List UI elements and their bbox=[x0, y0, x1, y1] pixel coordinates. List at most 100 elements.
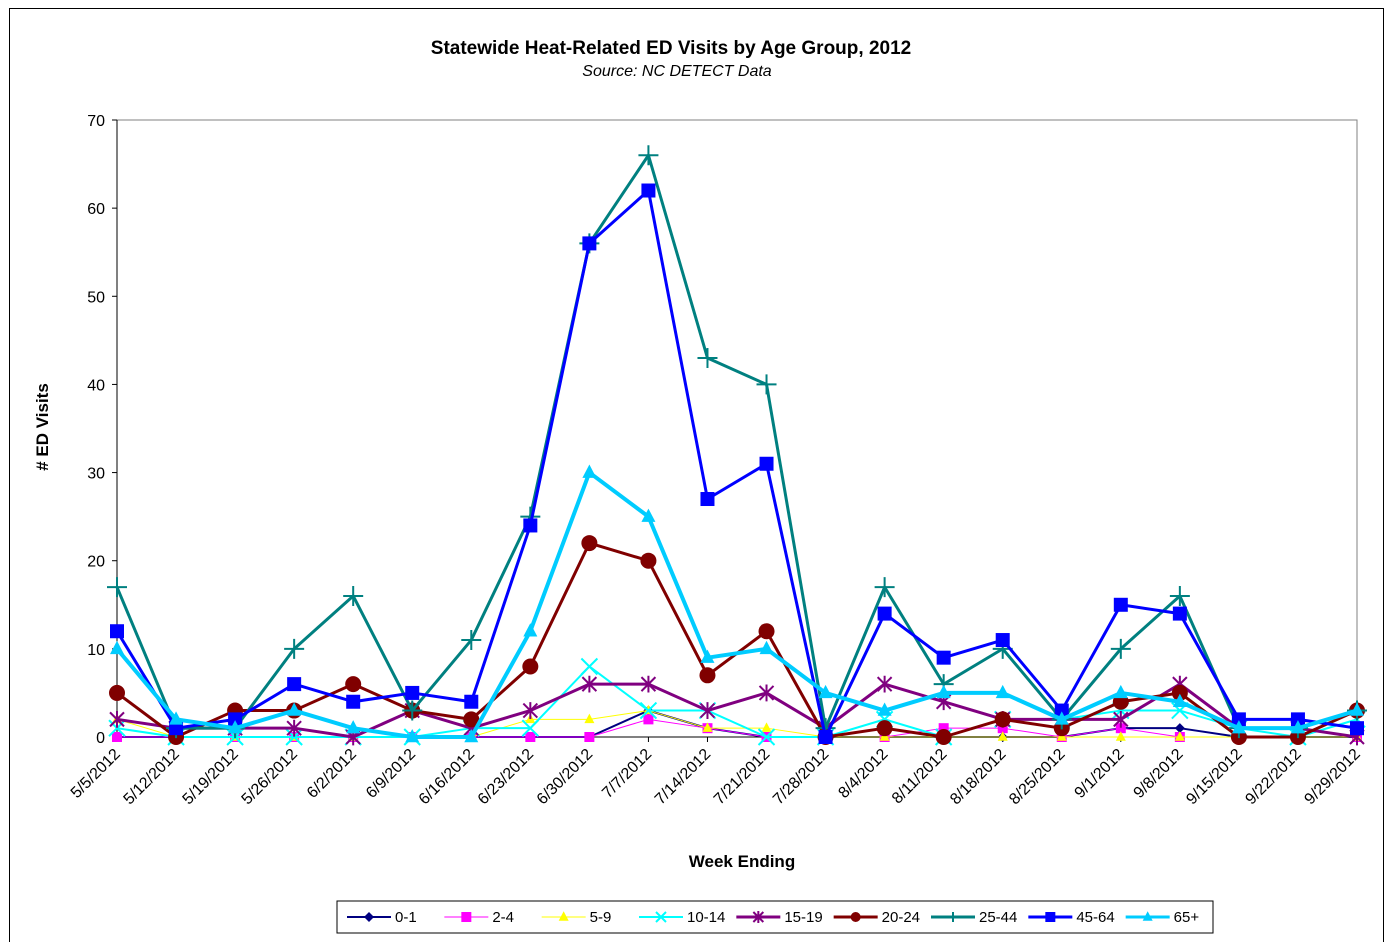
x-tick-label: 8/4/2012 bbox=[835, 746, 891, 802]
data-point bbox=[700, 492, 715, 507]
x-tick-label: 6/16/2012 bbox=[416, 746, 478, 808]
data-point bbox=[1290, 720, 1305, 734]
legend-marker bbox=[558, 911, 569, 921]
data-point bbox=[1115, 731, 1126, 741]
y-axis-label: # ED Visits bbox=[33, 383, 52, 471]
data-point bbox=[581, 675, 598, 693]
data-point bbox=[757, 728, 776, 746]
legend-marker bbox=[752, 911, 765, 923]
legend-label: 10-14 bbox=[687, 909, 725, 926]
data-point bbox=[581, 535, 598, 552]
y-tick-label: 30 bbox=[87, 466, 105, 483]
data-point bbox=[699, 702, 716, 719]
data-point bbox=[761, 722, 772, 732]
y-tick-label: 60 bbox=[87, 201, 105, 218]
data-point bbox=[1174, 723, 1185, 734]
series-45-64 bbox=[110, 183, 1364, 744]
y-tick-label: 70 bbox=[87, 113, 105, 130]
x-tick-label: 7/7/2012 bbox=[599, 746, 655, 802]
legend-marker bbox=[461, 912, 472, 922]
data-point bbox=[640, 552, 657, 569]
x-tick-label: 8/25/2012 bbox=[1006, 746, 1068, 808]
x-tick-label: 6/9/2012 bbox=[363, 746, 419, 802]
data-point bbox=[461, 630, 482, 651]
y-tick-label: 0 bbox=[96, 730, 105, 747]
x-tick-label: 5/5/2012 bbox=[68, 746, 124, 802]
data-point bbox=[110, 640, 124, 655]
x-tick-label: 6/2/2012 bbox=[304, 746, 360, 802]
data-point bbox=[286, 719, 302, 737]
x-tick-label: 5/19/2012 bbox=[180, 746, 242, 808]
x-tick-label: 9/8/2012 bbox=[1131, 746, 1187, 802]
legend-marker bbox=[364, 912, 374, 922]
data-point bbox=[638, 145, 659, 166]
data-point bbox=[287, 677, 302, 692]
data-point bbox=[285, 728, 303, 746]
legend: 0-1 2-4 5-9 10-14 15-19 20-24 25-44 45-64 65+ bbox=[336, 900, 1214, 934]
series-line bbox=[115, 153, 1358, 730]
data-point bbox=[643, 714, 654, 725]
legend-item: 20-24 bbox=[833, 909, 920, 926]
x-tick-label: 9/22/2012 bbox=[1242, 746, 1304, 808]
data-point bbox=[521, 719, 540, 737]
legend-marker bbox=[1045, 912, 1056, 922]
x-tick-label: 7/28/2012 bbox=[770, 746, 832, 808]
data-point bbox=[522, 658, 539, 675]
plot-area: 0 10 20 30 40 50 60 70 5/5/20125/12/20125/19/201… bbox=[68, 113, 1367, 808]
data-point bbox=[228, 720, 243, 734]
y-tick-label: 40 bbox=[87, 377, 105, 394]
data-point bbox=[759, 640, 774, 655]
series-line bbox=[116, 682, 1358, 739]
data-point bbox=[523, 518, 538, 533]
data-point bbox=[582, 236, 597, 251]
data-point bbox=[997, 731, 1008, 741]
data-point bbox=[935, 729, 952, 745]
data-point bbox=[1350, 702, 1364, 716]
data-point bbox=[936, 684, 951, 699]
data-point bbox=[877, 606, 892, 621]
series-25-44 bbox=[107, 145, 1367, 739]
data-point bbox=[877, 702, 892, 716]
series-line bbox=[115, 189, 1358, 739]
data-point bbox=[1115, 723, 1126, 734]
data-point bbox=[584, 732, 595, 742]
legend-label: 0-1 bbox=[395, 909, 417, 926]
data-point bbox=[641, 508, 656, 522]
data-point bbox=[110, 624, 124, 639]
data-point bbox=[343, 585, 364, 606]
data-point bbox=[1169, 585, 1190, 606]
legend-label: 65+ bbox=[1174, 909, 1200, 926]
data-point bbox=[758, 684, 775, 702]
data-point bbox=[639, 701, 658, 720]
x-axis-label: Week Ending bbox=[689, 852, 795, 871]
chart-title: Statewide Heat-Related ED Visits by Age … bbox=[431, 38, 911, 59]
data-point bbox=[346, 720, 361, 734]
series-line bbox=[116, 665, 1358, 738]
data-point bbox=[112, 732, 122, 742]
data-point bbox=[1110, 638, 1131, 659]
data-point bbox=[228, 712, 243, 727]
data-point bbox=[994, 711, 1011, 728]
data-point bbox=[758, 623, 775, 640]
data-point bbox=[700, 649, 715, 663]
data-point bbox=[1350, 721, 1364, 736]
legend-marker bbox=[850, 912, 861, 922]
y-tick-label: 20 bbox=[87, 554, 105, 571]
data-point bbox=[818, 684, 833, 699]
data-point bbox=[876, 720, 893, 737]
legend-item: 45-64 bbox=[1028, 909, 1115, 926]
data-point bbox=[1054, 711, 1069, 725]
data-point bbox=[1113, 597, 1128, 612]
data-point bbox=[525, 732, 536, 742]
legend-item: 2-4 bbox=[444, 909, 514, 926]
data-point bbox=[463, 711, 480, 728]
data-point bbox=[1231, 720, 1246, 734]
data-point bbox=[405, 728, 420, 743]
x-tick-label: 5/12/2012 bbox=[121, 746, 183, 808]
data-point bbox=[818, 730, 833, 744]
data-point bbox=[580, 657, 599, 676]
legend-marker bbox=[948, 912, 958, 922]
legend-label: 5-9 bbox=[590, 909, 612, 926]
data-point bbox=[1231, 712, 1246, 727]
legend-label: 45-64 bbox=[1076, 909, 1114, 926]
